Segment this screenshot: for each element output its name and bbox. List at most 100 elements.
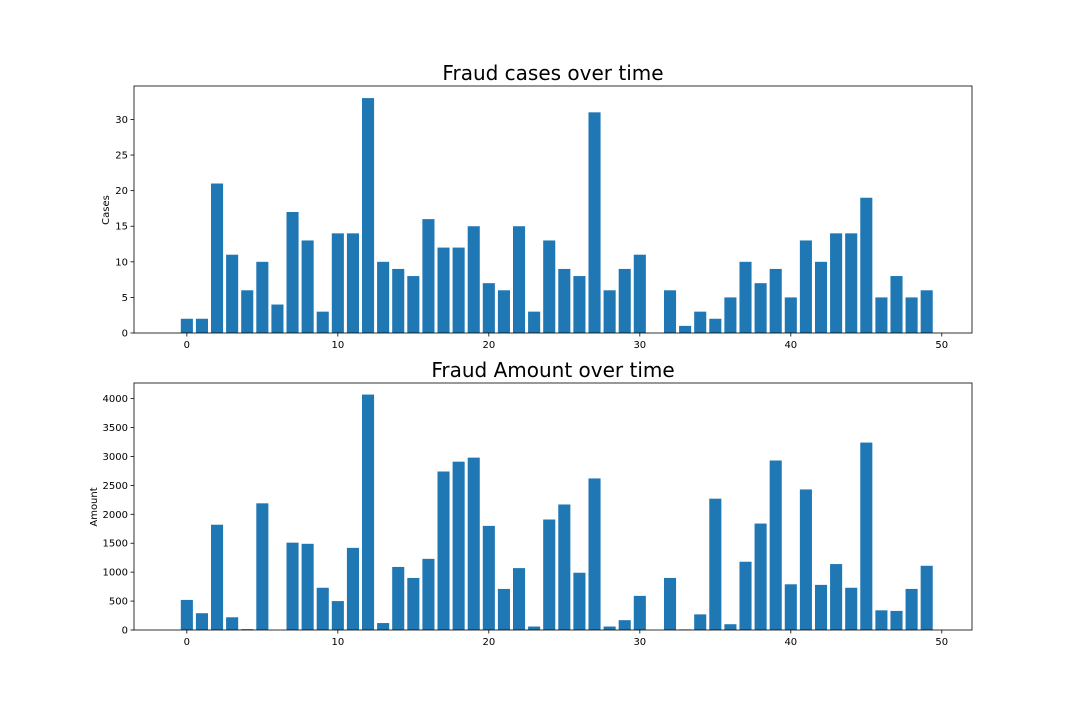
fraud-cases-chart: Fraud cases over time Cases 0 10 20 30 40 500… xyxy=(101,61,973,351)
bar xyxy=(633,254,646,333)
bar xyxy=(875,297,888,333)
y-tick-label: 15 xyxy=(115,222,128,233)
bar xyxy=(860,442,873,630)
bar xyxy=(195,318,208,333)
y-tick-label: 10 xyxy=(115,257,128,268)
bar xyxy=(226,617,239,630)
bar xyxy=(286,211,299,333)
bar xyxy=(679,325,692,333)
y-tick-label: 2500 xyxy=(103,481,128,492)
bar xyxy=(195,613,208,630)
bar xyxy=(784,297,797,333)
bar xyxy=(573,572,586,630)
bar xyxy=(603,626,616,630)
bar xyxy=(709,498,722,630)
bar xyxy=(739,561,752,630)
y-tick-label: 1500 xyxy=(103,539,128,550)
bar xyxy=(739,261,752,333)
x-tick-label: 30 xyxy=(633,637,646,648)
x-tick-label: 50 xyxy=(935,340,948,351)
chart-title: Fraud Amount over time xyxy=(431,358,674,382)
bar xyxy=(920,290,933,333)
bar xyxy=(241,629,254,630)
bar xyxy=(769,460,782,630)
bar xyxy=(588,112,601,333)
bar xyxy=(769,268,782,333)
bar xyxy=(618,268,631,333)
bar xyxy=(437,471,450,630)
bar xyxy=(467,457,480,630)
bar xyxy=(845,233,858,333)
bar xyxy=(588,478,601,630)
bar xyxy=(799,240,812,333)
bar xyxy=(573,276,586,333)
bar xyxy=(422,219,435,333)
bar xyxy=(830,564,843,630)
bar xyxy=(452,461,465,630)
x-tick-label: 20 xyxy=(482,340,495,351)
bar xyxy=(377,623,390,630)
bar xyxy=(392,566,405,630)
bar xyxy=(316,311,329,333)
plot-frame xyxy=(133,85,973,334)
y-tick-label: 0 xyxy=(122,626,128,637)
bar xyxy=(618,620,631,630)
x-tick-label: 50 xyxy=(935,637,948,648)
bar xyxy=(663,577,677,630)
bar xyxy=(331,601,344,630)
y-axis-label: Cases xyxy=(101,195,112,225)
bar xyxy=(724,297,737,333)
bar xyxy=(845,587,858,630)
bar xyxy=(346,547,359,630)
y-tick-label: 3000 xyxy=(103,452,128,463)
y-tick-label: 2000 xyxy=(103,510,128,521)
y-tick-label: 20 xyxy=(115,186,128,197)
bar xyxy=(528,311,541,333)
bar xyxy=(422,558,435,630)
bar xyxy=(301,240,314,333)
bar xyxy=(407,577,420,630)
bar xyxy=(814,584,828,630)
bar xyxy=(890,276,903,333)
bar xyxy=(377,261,390,333)
bar xyxy=(799,489,812,630)
bar xyxy=(346,233,359,333)
chart-title: Fraud cases over time xyxy=(442,61,663,85)
bar xyxy=(256,261,269,333)
tick-group: 0 10 20 30 40 50 0 5 10 15 20 25 30 xyxy=(115,115,948,351)
bar xyxy=(784,584,797,630)
bar xyxy=(467,226,480,333)
bar xyxy=(694,614,707,630)
bar xyxy=(754,283,767,333)
bar xyxy=(905,588,918,630)
bar xyxy=(497,588,510,630)
bar xyxy=(830,233,843,333)
bar xyxy=(694,311,707,333)
bar xyxy=(920,565,933,630)
bar xyxy=(558,268,571,333)
x-tick-label: 40 xyxy=(784,340,797,351)
bar xyxy=(860,197,873,333)
bar xyxy=(905,297,918,333)
bar xyxy=(814,261,828,333)
bar xyxy=(724,624,737,630)
y-tick-label: 25 xyxy=(115,151,128,162)
bar xyxy=(256,503,269,630)
bar-group xyxy=(180,394,933,630)
bar xyxy=(875,610,888,630)
bar xyxy=(754,523,767,630)
x-tick-label: 40 xyxy=(784,637,797,648)
y-tick-label: 500 xyxy=(109,597,128,608)
bar xyxy=(392,268,405,333)
tick-group: 0 10 20 30 40 5005001000150020002500300035004… xyxy=(103,394,949,648)
bar xyxy=(211,183,224,333)
bar xyxy=(180,318,193,333)
bar xyxy=(407,276,420,333)
x-tick-label: 0 xyxy=(184,637,190,648)
bar xyxy=(543,240,556,333)
bar xyxy=(180,599,193,630)
bar xyxy=(286,542,299,630)
bar xyxy=(482,283,495,333)
bar xyxy=(558,504,571,630)
